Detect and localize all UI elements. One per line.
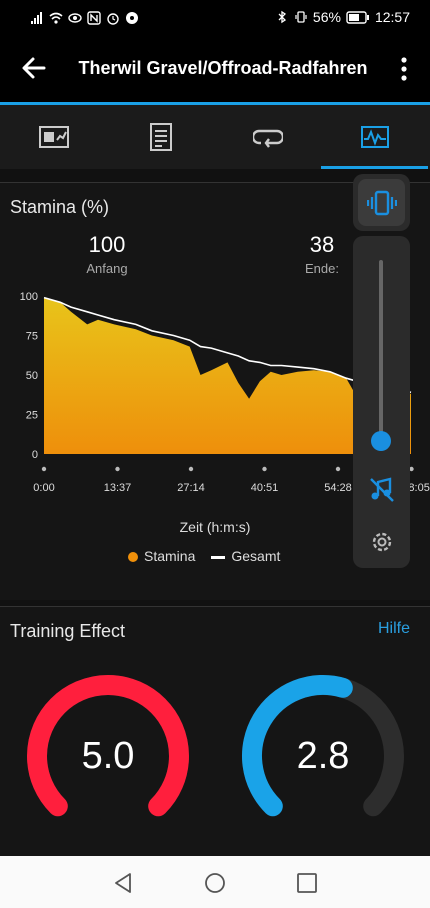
- x-tick-label: 0:00: [33, 482, 54, 494]
- app-notification-icon: [126, 12, 138, 24]
- x-tick-label: 13:37: [104, 482, 132, 494]
- legend-stamina-dot: [128, 552, 138, 563]
- back-arrow-icon[interactable]: [20, 54, 48, 82]
- training-effect-panel: Training Effect: [0, 606, 430, 856]
- settings-gear-icon[interactable]: [369, 529, 395, 555]
- anaerobic-gauge-fill: [242, 674, 353, 817]
- x-tick-mark: [115, 466, 120, 472]
- y-tick-label: 25: [26, 410, 38, 422]
- wifi-icon: [49, 12, 63, 24]
- battery-percent: 56%: [312, 9, 341, 25]
- volume-panel: [353, 236, 410, 568]
- y-tick-label: 50: [26, 370, 38, 382]
- music-muted-icon[interactable]: [368, 476, 396, 504]
- app-bar-divider: [0, 102, 430, 105]
- legend-gesamt-line: [211, 555, 226, 559]
- x-tick-mark: [262, 466, 267, 472]
- aerobic-value: 5.0: [82, 735, 135, 777]
- alarm-icon: [107, 13, 119, 25]
- y-tick-label: 100: [20, 291, 38, 303]
- ringer-mode-button[interactable]: [353, 174, 410, 231]
- stamina-title: Stamina (%): [10, 197, 110, 217]
- help-link[interactable]: Hilfe: [377, 620, 410, 637]
- chart-tab-icon: [38, 126, 69, 148]
- stamina-end-label: Ende:: [305, 261, 339, 276]
- details-tab-icon: [149, 123, 172, 151]
- bluetooth-icon: [278, 10, 286, 24]
- stamina-start-label: Anfang: [86, 261, 128, 276]
- laps-tab-icon: [252, 129, 283, 148]
- y-tick-label: 75: [26, 331, 38, 343]
- stamina-end: 38 Ende:: [294, 232, 350, 276]
- nfc-icon: [87, 11, 101, 25]
- y-tick-label: 0: [32, 449, 38, 461]
- stamina-end-value: 38: [309, 232, 335, 257]
- legend-item-stamina: Stamina: [128, 548, 195, 564]
- tab-laps[interactable]: [214, 105, 321, 169]
- status-bar: 56% 12:57: [0, 0, 430, 36]
- x-tick-label: 27:14: [177, 482, 205, 494]
- app-bar: Therwil Gravel/Offroad-Radfahren: [0, 36, 430, 102]
- system-nav-bar: [0, 856, 430, 908]
- signal-icon: [31, 12, 42, 24]
- graphs-tab-icon: [360, 126, 389, 148]
- more-options-icon[interactable]: [392, 56, 416, 82]
- chart-legend: Stamina Gesamt: [128, 548, 280, 564]
- gesamt-line: [43, 296, 412, 394]
- x-tick-label: 54:28: [324, 482, 352, 494]
- nav-home-icon[interactable]: [204, 872, 226, 894]
- nav-recents-icon[interactable]: [296, 872, 318, 894]
- volume-slider-track[interactable]: [379, 260, 383, 450]
- aerobic-gauge: 5.0: [27, 675, 189, 817]
- volume-slider-knob[interactable]: [371, 430, 391, 451]
- x-axis-label: Zeit (h:m:s): [180, 519, 251, 535]
- activity-title: Therwil Gravel/Offroad-Radfahren: [78, 58, 368, 78]
- tab-overview[interactable]: [0, 105, 107, 169]
- tab-graphs[interactable]: [321, 105, 428, 169]
- eye-icon: [68, 13, 82, 23]
- x-tick-mark: [41, 466, 47, 472]
- activity-tabs: [0, 105, 430, 169]
- anaerobic-gauge: 2.8: [242, 674, 404, 817]
- battery-icon: [346, 10, 369, 24]
- x-tick-mark: [188, 466, 194, 472]
- anaerobic-value: 2.8: [297, 735, 350, 777]
- stamina-start-value: 100: [88, 232, 126, 257]
- stamina-area: [44, 297, 411, 454]
- clock: 12:57: [374, 9, 410, 25]
- training-effect-title: Training Effect: [10, 621, 126, 641]
- ringer-mode-inner: [358, 179, 405, 226]
- status-icons-left: [30, 10, 139, 26]
- aerobic-gauge-fill: [27, 675, 189, 817]
- x-tick-mark: [409, 466, 414, 472]
- nav-back-icon[interactable]: [112, 872, 134, 894]
- vibrate-icon: [366, 190, 397, 215]
- x-tick-label: 40:51: [251, 482, 279, 494]
- stamina-start: 100 Anfang: [72, 232, 142, 276]
- tab-details[interactable]: [107, 105, 214, 169]
- legend-item-gesamt: Gesamt: [211, 548, 280, 564]
- vibrate-status-icon: [295, 11, 307, 23]
- x-tick-mark: [335, 466, 341, 472]
- status-icons-right: 56% 12:57: [275, 9, 410, 25]
